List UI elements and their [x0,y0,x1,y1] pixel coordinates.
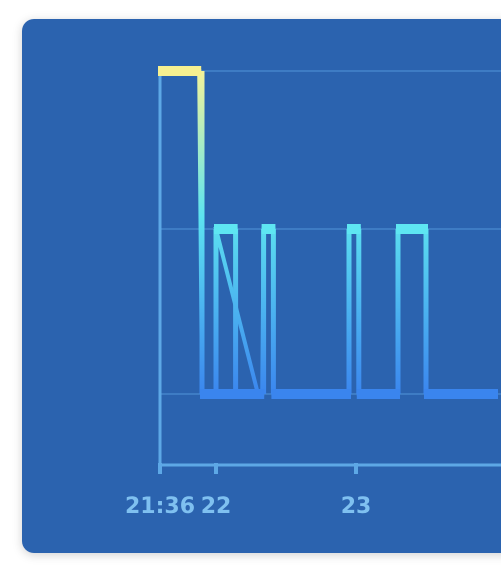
x-tick-labels: 21:36 22 23 [125,494,371,519]
series-step-level-2 [214,224,238,234]
x-tick-label: 22 [201,494,232,519]
series-step-level-1 [200,389,260,399]
series-step-level-2 [261,224,276,234]
x-axis [158,71,501,474]
series-step-level-1 [233,389,265,399]
grid-lines [160,70,501,395]
series-step-level-2 [347,224,361,234]
series-step-level-1 [424,389,498,399]
x-tick-label: 23 [341,494,372,519]
series-step-level-2 [396,224,428,234]
series-step-level-1 [356,389,400,399]
series-lines [158,66,498,399]
x-tick-label: 21:36 [125,494,195,519]
series-step-level-1 [271,389,351,399]
series-step-level-3 [158,66,202,76]
series-connector-line [160,69,496,396]
